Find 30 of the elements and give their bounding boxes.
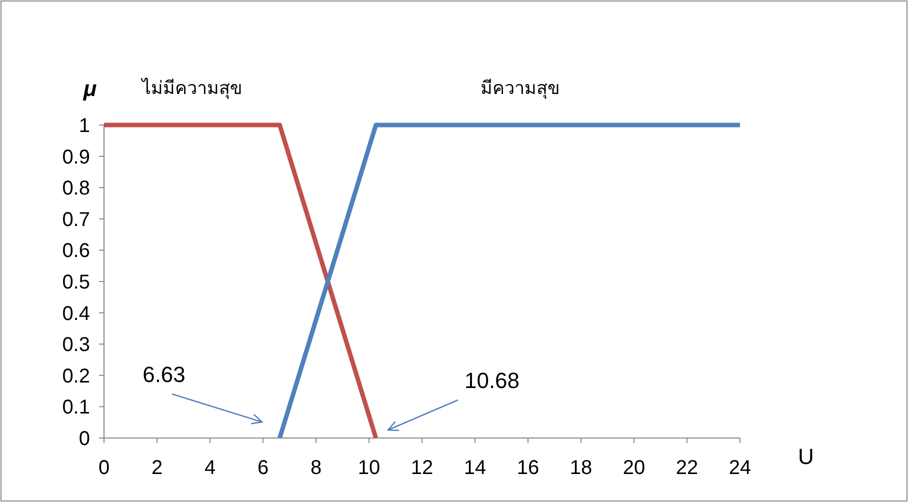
x-tick-label: 14	[464, 457, 486, 479]
y-tick-label: 0.4	[62, 302, 90, 325]
y-tick-label: 1	[78, 115, 90, 137]
y-tick-label: 0.3	[62, 334, 90, 356]
x-tick-label: 0	[98, 457, 110, 479]
y-tick-label: 0.2	[62, 365, 90, 388]
series-label: มีความสุข	[480, 78, 560, 99]
x-tick-label: 16	[516, 457, 540, 479]
annotation: 10.68	[464, 368, 520, 393]
x-tick-label: 2	[151, 457, 163, 479]
y-tick-label: 0.1	[62, 396, 90, 419]
y-tick-label: 0.6	[62, 240, 90, 262]
series-label: ไม่มีความสุข	[140, 77, 242, 99]
annotation: 6.63	[142, 362, 186, 387]
x-tick-label: 24	[728, 457, 752, 479]
x-tick-label: 4	[204, 457, 216, 479]
x-tick-label: 6	[257, 457, 269, 479]
x-tick-label: 20	[622, 457, 646, 479]
x-tick-label: 22	[676, 457, 698, 479]
y-axis-title: μ	[82, 76, 97, 101]
y-tick-label: 0	[78, 428, 90, 450]
x-axis-title: U	[798, 444, 814, 469]
y-tick-label: 0.9	[62, 146, 90, 168]
x-tick-label: 18	[570, 457, 592, 479]
y-tick-label: 0.7	[62, 208, 90, 231]
x-tick-label: 10	[358, 457, 380, 479]
x-tick-label: 8	[310, 457, 322, 479]
y-tick-label: 0.5	[62, 272, 90, 294]
y-tick-label: 0.8	[62, 178, 90, 200]
x-tick-label: 12	[410, 457, 434, 479]
